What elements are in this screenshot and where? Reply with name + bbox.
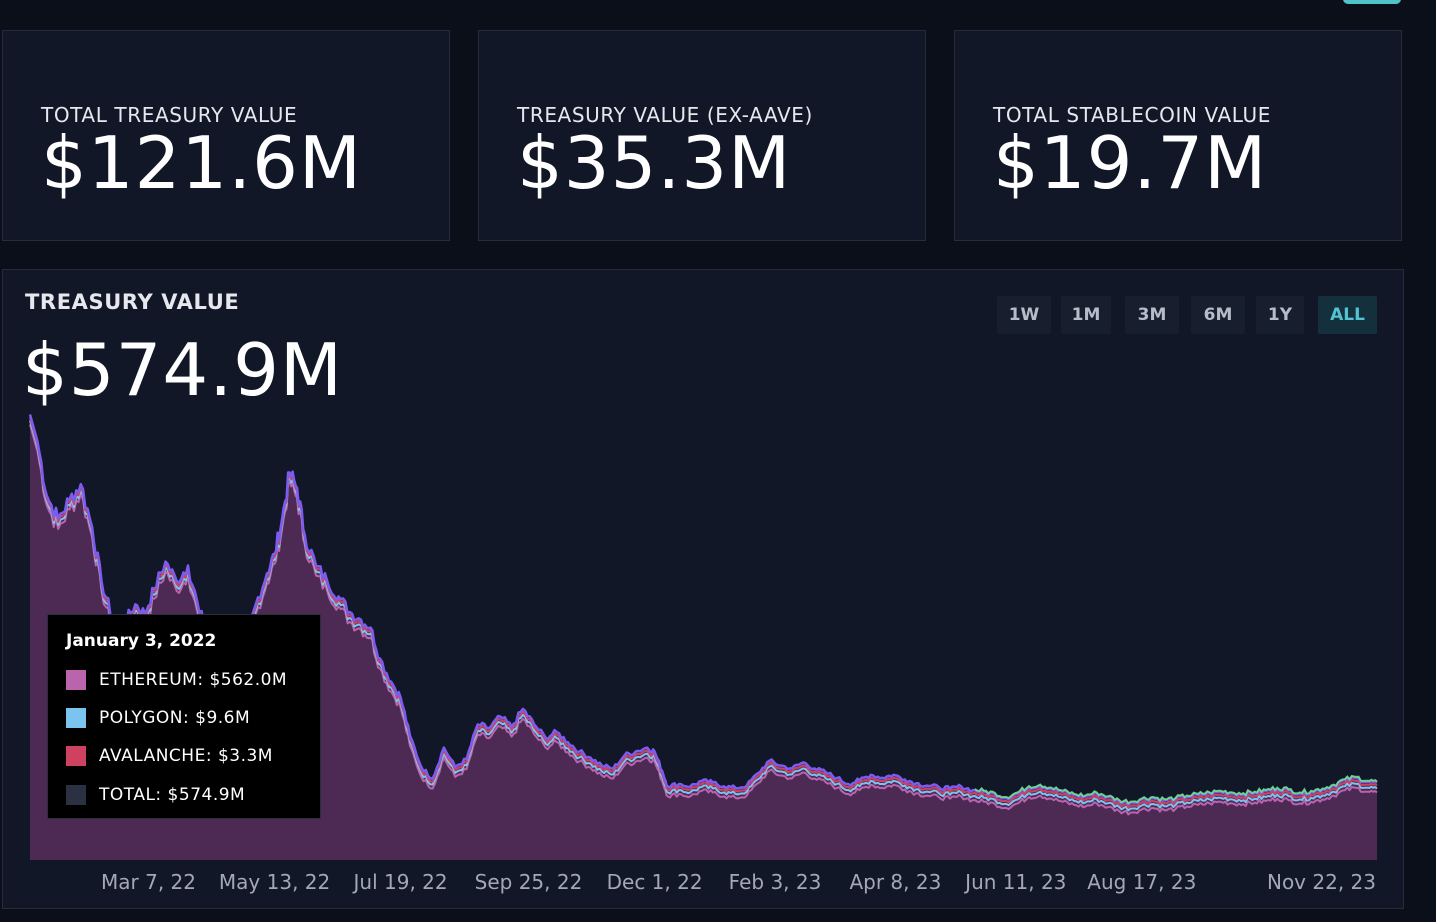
range-button-6m[interactable]: 6M [1191, 296, 1245, 334]
tooltip-row-text: AVALANCHE: $3.3M [99, 746, 273, 766]
series-area-total [30, 414, 1377, 860]
chart-tooltip: January 3, 2022 ETHEREUM: $562.0M POLYGO… [47, 614, 321, 819]
stat-label: TOTAL TREASURY VALUE [41, 103, 298, 127]
range-button-1m[interactable]: 1M [1061, 296, 1111, 334]
tooltip-date: January 3, 2022 [66, 631, 217, 651]
legend-swatch-polygon [66, 708, 86, 728]
stat-label: TOTAL STABLECOIN VALUE [993, 103, 1271, 127]
stat-value: $35.3M [517, 121, 792, 205]
legend-swatch-ethereum [66, 670, 86, 690]
x-tick-label: Feb 3, 23 [729, 870, 822, 894]
x-tick-label: Nov 22, 23 [1267, 870, 1376, 894]
range-button-all[interactable]: ALL [1318, 296, 1377, 334]
x-tick-label: May 13, 22 [219, 870, 330, 894]
x-tick-label: Apr 8, 23 [849, 870, 941, 894]
stat-value: $121.6M [41, 121, 363, 205]
stat-card-treasury-ex-aave: TREASURY VALUE (EX-AAVE) $35.3M [478, 30, 926, 241]
legend-swatch-total [66, 785, 86, 805]
x-tick-label: Dec 1, 22 [607, 870, 703, 894]
range-button-1y[interactable]: 1Y [1256, 296, 1304, 334]
tooltip-row-text: TOTAL: $574.9M [99, 785, 246, 805]
x-tick-label: Jul 19, 22 [352, 870, 448, 894]
range-button-3m[interactable]: 3M [1125, 296, 1179, 334]
x-tick-label: Jun 11, 23 [963, 870, 1066, 894]
chart-title: TREASURY VALUE [25, 290, 240, 314]
legend-swatch-avalanche [66, 746, 86, 766]
stat-card-total-treasury: TOTAL TREASURY VALUE $121.6M [2, 30, 450, 241]
stat-card-total-stablecoin: TOTAL STABLECOIN VALUE $19.7M [954, 30, 1402, 241]
range-button-1w[interactable]: 1W [997, 296, 1051, 334]
series-line-stablecoin [974, 774, 1378, 805]
x-tick-label: Mar 7, 22 [101, 870, 196, 894]
chart-current-value: $574.9M [22, 328, 344, 412]
x-tick-label: Aug 17, 23 [1087, 870, 1196, 894]
tooltip-row-text: POLYGON: $9.6M [99, 708, 251, 728]
stat-value: $19.7M [993, 121, 1268, 205]
tooltip-row-text: ETHEREUM: $562.0M [99, 670, 288, 690]
top-scroll-indicator [1343, 0, 1401, 4]
stat-label: TREASURY VALUE (EX-AAVE) [517, 103, 813, 127]
x-tick-label: Sep 25, 22 [475, 870, 583, 894]
